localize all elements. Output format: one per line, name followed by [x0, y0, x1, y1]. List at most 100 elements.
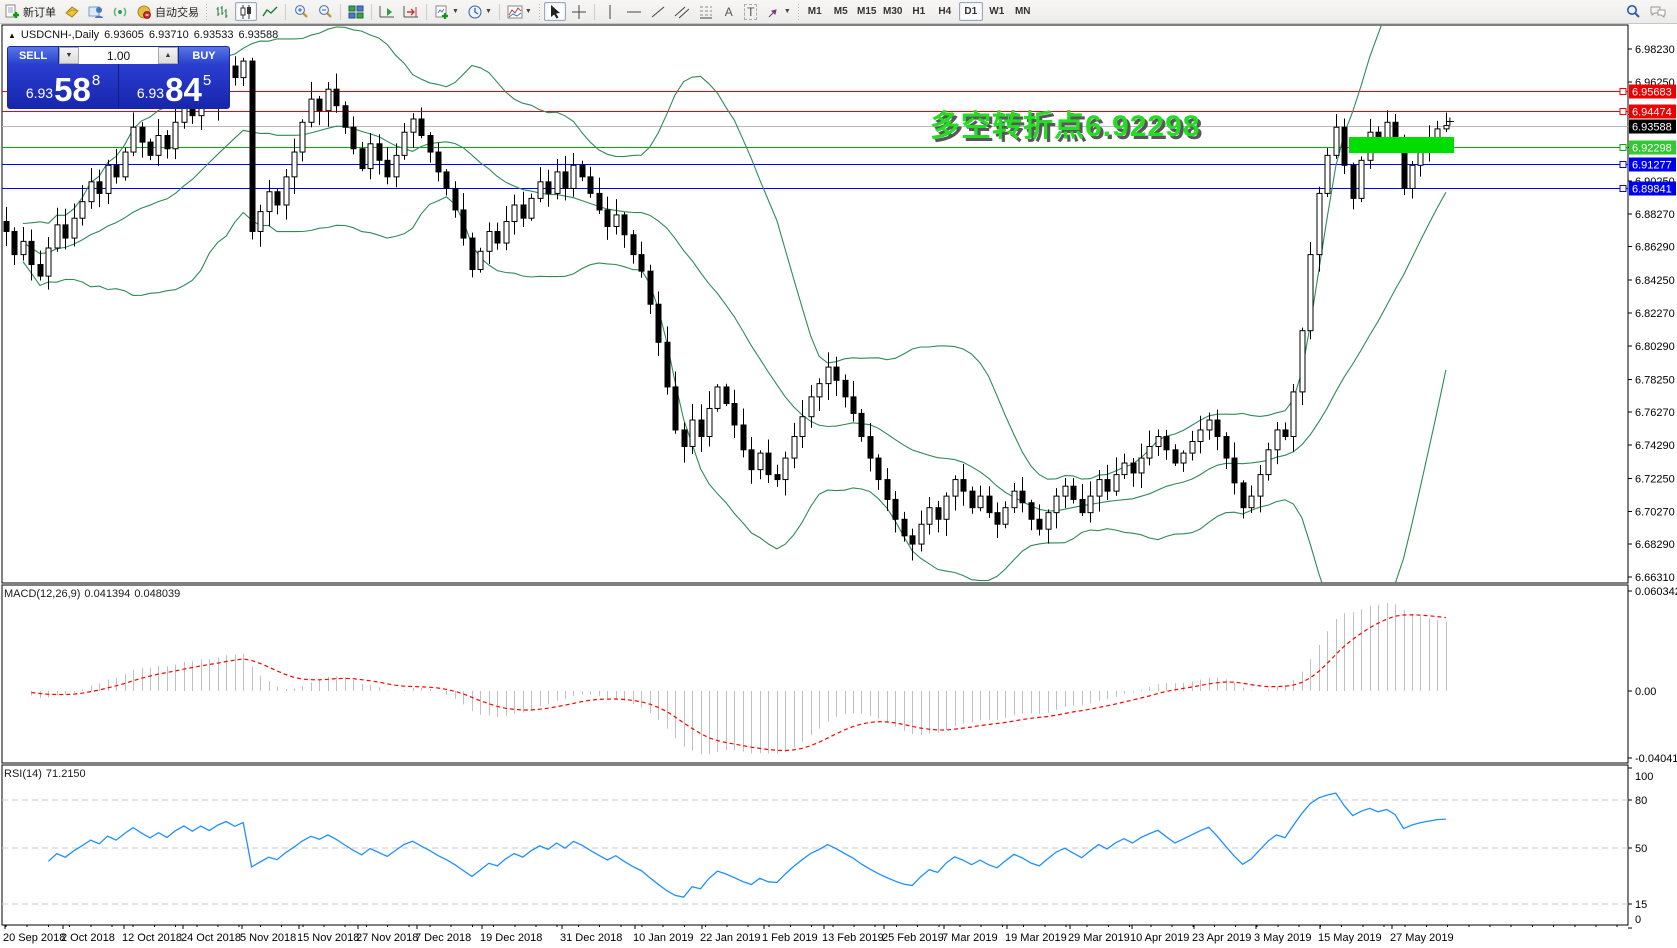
- sell-price-big: 58: [54, 71, 91, 108]
- svg-text:6.78250: 6.78250: [1635, 374, 1675, 386]
- timeframe-d1-button[interactable]: D1: [958, 2, 983, 21]
- indicators-button[interactable]: ▼: [504, 2, 535, 21]
- svg-text:6.98230: 6.98230: [1635, 44, 1675, 56]
- timeframe-mn-button[interactable]: MN: [1014, 6, 1031, 17]
- timeframe-m1-button[interactable]: M1: [807, 6, 822, 17]
- svg-text:5 Nov 2018: 5 Nov 2018: [240, 932, 296, 944]
- timeframe-w1-button[interactable]: W1: [989, 6, 1005, 17]
- auto-scroll-icon: [379, 4, 395, 20]
- hline-6.89841[interactable]: 6.89841: [2, 181, 1676, 196]
- strategy-tester-button[interactable]: [85, 2, 107, 21]
- text-button[interactable]: A: [719, 2, 739, 21]
- auto-scroll-button[interactable]: [376, 2, 398, 21]
- svg-text:2 Oct 2018: 2 Oct 2018: [61, 932, 115, 944]
- sell-price-sup: 8: [91, 72, 101, 89]
- zoom-in-button[interactable]: [290, 2, 312, 21]
- new-chart-button[interactable]: ▼: [431, 2, 462, 21]
- clock-icon: [467, 4, 483, 20]
- svg-text:27 Nov 2018: 27 Nov 2018: [356, 932, 418, 944]
- buy-price-sup: 5: [202, 72, 212, 89]
- svg-text:0.060342: 0.060342: [1635, 586, 1677, 598]
- svg-text:25 Feb 2019: 25 Feb 2019: [882, 932, 944, 944]
- svg-text:80: 80: [1635, 795, 1647, 807]
- svg-text:6.95683: 6.95683: [1632, 87, 1672, 99]
- vertical-line-button[interactable]: [599, 2, 621, 21]
- candlestick-button[interactable]: [235, 2, 257, 21]
- hline-6.91277[interactable]: 6.91277: [2, 157, 1676, 172]
- drawn-objects[interactable]: [1349, 117, 1454, 154]
- crosshair-button[interactable]: [568, 2, 590, 21]
- horizontal-lines[interactable]: 6.95683 6.94474 6.93588 6.92298 6.91277 6.898…: [2, 84, 1676, 196]
- shapes-button[interactable]: ▼: [763, 2, 794, 21]
- vertical-line-icon: [602, 4, 618, 20]
- period-button[interactable]: ▼: [464, 2, 495, 21]
- cursor-icon: [547, 4, 563, 20]
- strategy-tester-icon: [88, 4, 104, 20]
- svg-text:19 Mar 2019: 19 Mar 2019: [1005, 932, 1067, 944]
- timeframe-m5-button[interactable]: M5: [833, 6, 848, 17]
- label-button[interactable]: T: [741, 2, 761, 21]
- signals-button[interactable]: [109, 2, 131, 21]
- macd-value-main: 0.041394: [84, 588, 131, 600]
- search-button[interactable]: [1622, 2, 1644, 21]
- svg-text:6.70270: 6.70270: [1635, 506, 1675, 518]
- svg-text:6.91277: 6.91277: [1632, 160, 1672, 172]
- horizontal-line-icon: [626, 4, 642, 20]
- horizontal-line-button[interactable]: [623, 2, 645, 21]
- hline-6.94474[interactable]: 6.94474: [2, 104, 1676, 119]
- shapes-icon: [766, 4, 782, 20]
- hline-6.95683[interactable]: 6.95683: [2, 84, 1676, 99]
- text-icon: A: [724, 4, 733, 19]
- volume-increase-button[interactable]: ▲: [158, 47, 178, 64]
- toolbar-grip[interactable]: [537, 3, 541, 20]
- timeframe-m15-button[interactable]: M15: [857, 6, 877, 17]
- rsi-label: RSI(14): [4, 768, 42, 780]
- svg-text:10 Apr 2019: 10 Apr 2019: [1130, 932, 1189, 944]
- equidistant-channel-button[interactable]: [671, 2, 693, 21]
- fibonacci-button[interactable]: [695, 2, 717, 21]
- timeframe-h1-button[interactable]: H1: [912, 6, 926, 17]
- line-chart-button[interactable]: [259, 2, 281, 21]
- timeframe-m30-button[interactable]: M30: [883, 6, 903, 17]
- autotrading-button[interactable]: 自动交易: [133, 2, 202, 21]
- toolbar-grip[interactable]: [796, 3, 800, 20]
- sell-price-small: 6.93: [25, 85, 54, 101]
- new-order-button[interactable]: 新订单: [1, 2, 59, 21]
- svg-text:20 Sep 2018: 20 Sep 2018: [3, 932, 65, 944]
- bar-chart-button[interactable]: [211, 2, 233, 21]
- chat-button[interactable]: [1646, 2, 1670, 21]
- autotrading-icon: [136, 4, 152, 20]
- svg-text:19 Dec 2018: 19 Dec 2018: [480, 932, 542, 944]
- metaeditor-button[interactable]: [61, 2, 83, 21]
- collapse-arrow-icon[interactable]: ▲: [8, 31, 16, 40]
- volume-decrease-button[interactable]: ▼: [59, 47, 79, 64]
- macd-value-signal: 0.048039: [134, 588, 181, 600]
- buy-price-big: 84: [165, 71, 202, 108]
- rsi-header: RSI(14) 71.2150: [4, 768, 90, 780]
- sell-button[interactable]: SELL: [8, 47, 58, 64]
- buy-price-button[interactable]: 6.93 84 5: [119, 64, 229, 108]
- zoom-out-button[interactable]: [314, 2, 336, 21]
- toolbar-grip[interactable]: [205, 3, 208, 20]
- svg-text:15: 15: [1635, 899, 1647, 911]
- svg-text:23 Apr 2019: 23 Apr 2019: [1192, 932, 1251, 944]
- chart-annotation-text[interactable]: 多空转折点6.92298: [930, 110, 1201, 143]
- svg-text:6.92298: 6.92298: [1632, 143, 1672, 155]
- buy-button[interactable]: BUY: [179, 47, 229, 64]
- rsi-axis[interactable]: 100 80 50 15 0: [2, 767, 1653, 929]
- chart-shift-button[interactable]: [400, 2, 422, 21]
- svg-text:31 Dec 2018: 31 Dec 2018: [560, 932, 622, 944]
- timeframe-h4-button[interactable]: H4: [938, 6, 952, 17]
- svg-text:6.72250: 6.72250: [1635, 474, 1675, 486]
- hline-6.93588[interactable]: 6.93588: [2, 119, 1676, 134]
- macd-axis[interactable]: 0.060342 0.00 -0.040415: [1628, 586, 1677, 765]
- volume-input[interactable]: [79, 47, 158, 64]
- tile-windows-button[interactable]: [345, 2, 367, 21]
- svg-text:29 Mar 2019: 29 Mar 2019: [1068, 932, 1130, 944]
- trendline-button[interactable]: [647, 2, 669, 21]
- cursor-button[interactable]: [543, 2, 566, 21]
- sell-price-button[interactable]: 6.93 58 8: [8, 64, 119, 108]
